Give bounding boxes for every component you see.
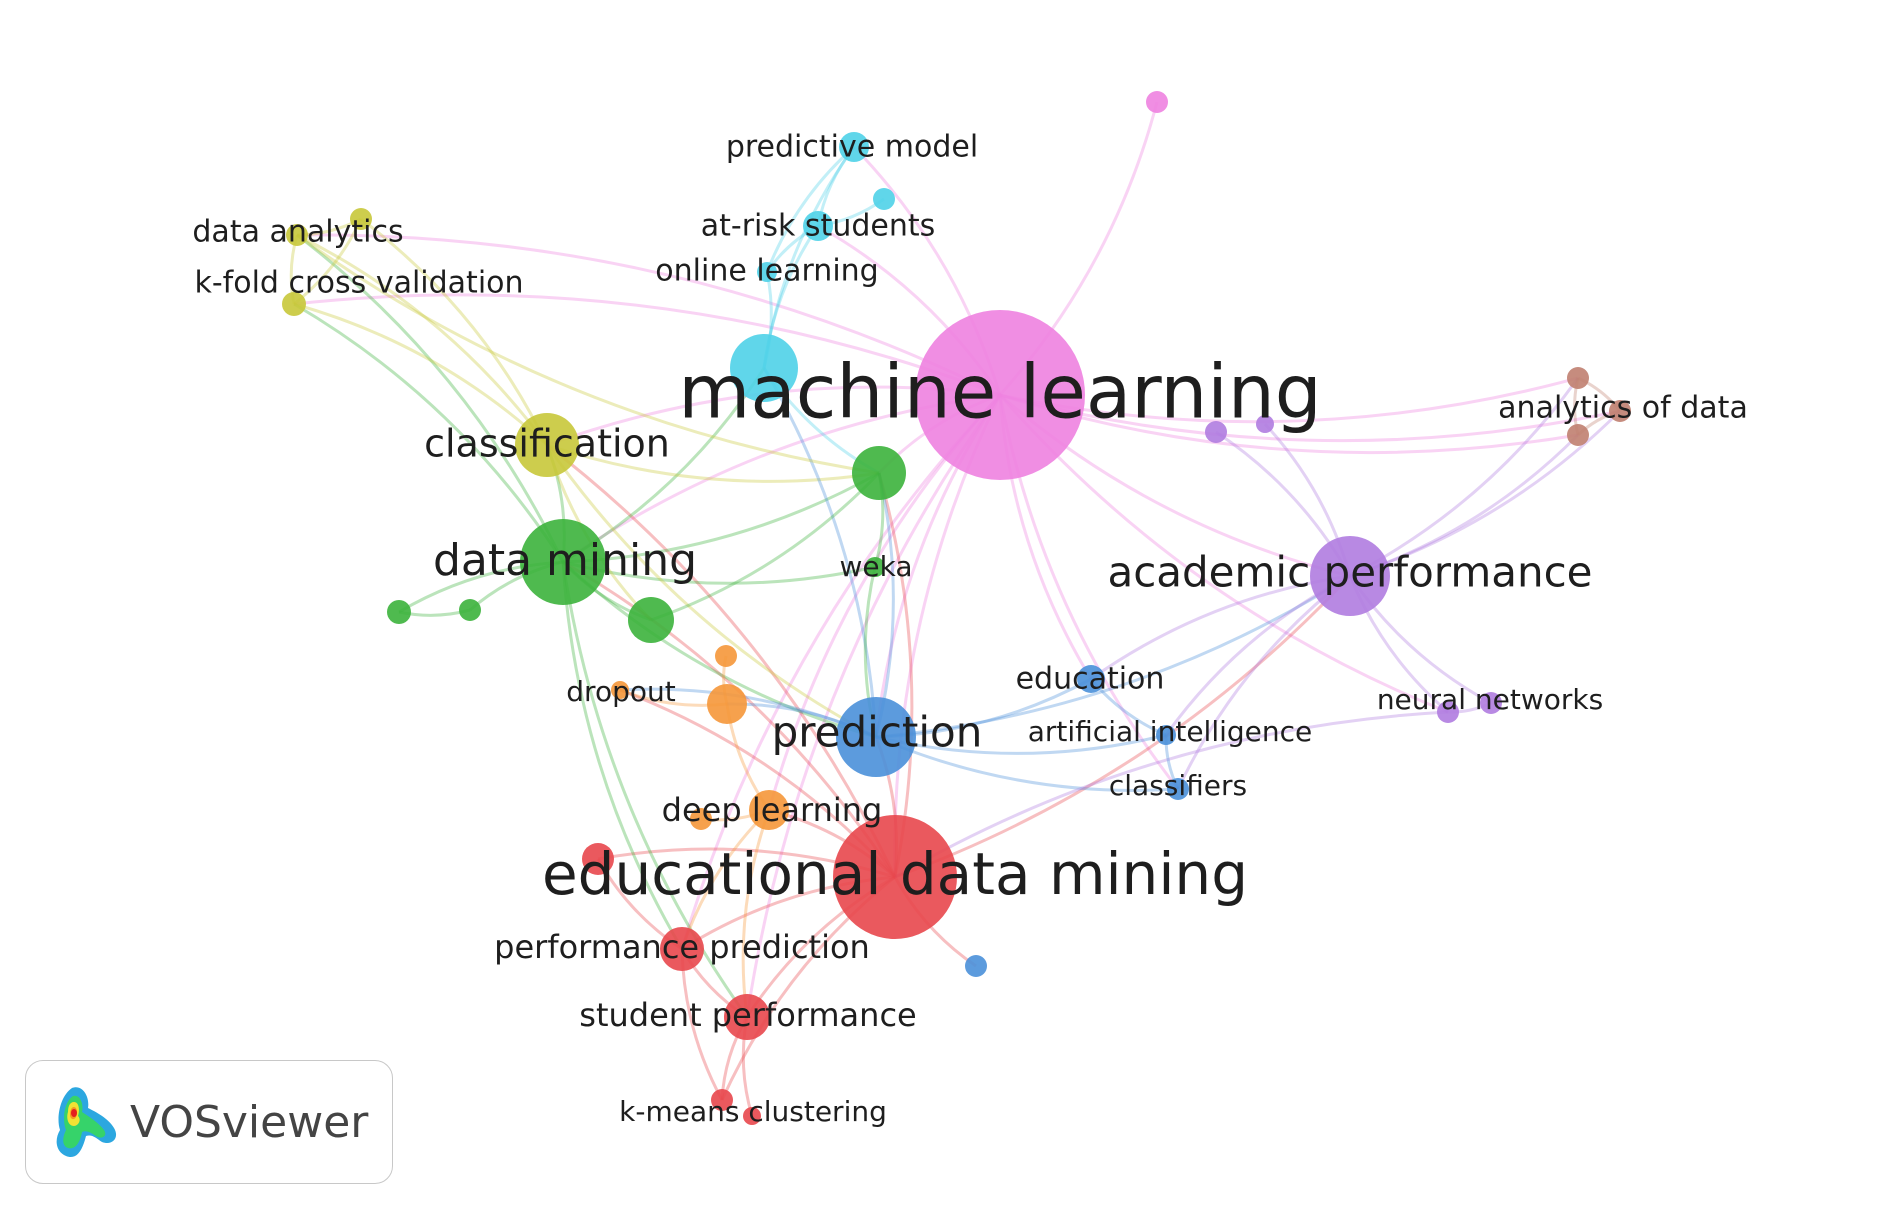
label-predictive-model: predictive model [726,130,978,165]
link-deep-learning-student-performance [741,809,771,1018]
link-educational-data-mining-classification [546,443,897,878]
link-unlabeled-green-mid-unlabeled-green-big [650,471,881,622]
node-unlabeled-green-mid[interactable] [628,597,674,643]
link-classification-unlabeled-green-big [546,443,880,483]
label-education: education [1016,662,1165,697]
label-dropout: dropout [566,675,675,708]
label-online-learning: online learning [655,254,878,289]
link-prediction-unlabeled-cyan-big [762,367,878,738]
node-neural-networks[interactable] [1437,701,1459,723]
node-unlabeled-red-1[interactable] [582,843,614,875]
link-neural-networks-educational-data-mining [894,710,1449,879]
node-unlabeled-purple-3[interactable] [1480,692,1502,714]
node-predictive-model[interactable] [839,132,869,162]
label-deep-learning: deep learning [662,791,883,829]
node-unlabeled-green-left2[interactable] [459,599,481,621]
label-data-mining: data mining [433,535,697,586]
label-data-analytics: data analytics [192,215,403,250]
node-artificial-intelligence[interactable] [1156,725,1176,745]
node-machine-learning[interactable] [915,310,1085,480]
link-prediction-academic-performance [875,574,1351,739]
label-classification: classification [424,422,670,466]
label-machine-learning: machine learning [678,350,1321,436]
node-at-risk-students[interactable] [803,211,833,241]
node-deep-learning[interactable] [749,790,789,830]
node-unlabeled-blue-1[interactable] [965,955,987,977]
link-machine-learning-k-fold-cross-validation [293,293,1001,397]
nodes-layer [282,91,1631,1125]
node-unlabeled-brown-1[interactable] [1567,367,1589,389]
node-unlabeled-brown-2[interactable] [1567,424,1589,446]
link-academic-performance-analytics-of-data [1349,409,1622,578]
node-student-performance[interactable] [724,994,770,1040]
node-unlabeled-pink-top[interactable] [1146,91,1168,113]
node-unlabeled-orange-3[interactable] [690,808,712,830]
link-data-mining-prediction [561,560,877,739]
label-artificial-intelligence: artificial intelligence [1028,715,1313,748]
node-weka[interactable] [865,557,885,577]
link-data-mining-data-analytics [296,233,565,563]
link-classification-data-analytics [296,233,549,446]
link-prediction-classifiers [875,735,1179,792]
node-education[interactable] [1077,665,1105,693]
link-data-mining-unlabeled-green-big [562,471,880,564]
node-unlabeled-orange-2[interactable] [707,684,747,724]
node-unlabeled-red-2[interactable] [743,1107,761,1125]
label-educational-data-mining: educational data mining [542,840,1248,908]
label-academic-performance: academic performance [1107,548,1592,597]
node-unlabeled-cyan-big[interactable] [730,334,798,402]
labels-layer: machine learning educational data mining d… [192,130,1747,1129]
link-academic-performance-classifiers [1176,574,1351,790]
link-machine-learning-performance-prediction [680,393,1002,950]
node-unlabeled-purple-1[interactable] [1205,421,1227,443]
node-performance-prediction[interactable] [660,927,704,971]
label-performance-prediction: performance prediction [494,928,870,966]
node-classifiers[interactable] [1167,778,1189,800]
node-unlabeled-cyan-small[interactable] [873,188,895,210]
link-educational-data-mining-academic-performance [894,574,1352,879]
node-unlabeled-orange-1[interactable] [715,645,737,667]
link-data-analytics-unlabeled-green-big [296,233,880,475]
label-student-performance: student performance [579,996,916,1034]
node-educational-data-mining[interactable] [833,815,957,939]
node-unlabeled-green-big[interactable] [852,446,906,500]
link-data-mining-performance-prediction [561,561,684,950]
node-online-learning[interactable] [757,262,777,282]
link-educational-data-mining-data-mining [562,560,897,878]
node-k-fold-cross-validation[interactable] [282,292,306,316]
label-k-fold-cross-validation: k-fold cross validation [194,266,523,301]
node-unlabeled-yellow-top[interactable] [350,208,372,230]
node-dropout[interactable] [611,681,629,699]
node-data-analytics[interactable] [286,224,308,246]
node-unlabeled-purple-2[interactable] [1256,415,1274,433]
label-analytics-of-data: analytics of data [1498,391,1748,426]
link-classification-k-fold-cross-validation [293,302,549,447]
link-machine-learning-data-analytics [296,233,1001,397]
link-machine-learning-student-performance [745,394,1002,1018]
label-k-means-clustering: k-means clustering [619,1095,887,1128]
label-classifiers: classifiers [1109,769,1247,802]
link-data-mining-k-fold-cross-validation [293,302,565,563]
label-neural-networks: neural networks [1377,683,1603,716]
label-weka: weka [839,550,912,583]
link-data-mining-student-performance [561,561,749,1018]
label-prediction: prediction [772,708,983,757]
link-predictive-model-online-learning [765,145,855,273]
node-analytics-of-data[interactable] [1609,400,1631,422]
label-at-risk-students: at-risk students [701,209,936,244]
link-machine-learning-analytics-of-data [999,393,1621,443]
node-academic-performance[interactable] [1310,536,1390,616]
node-classification[interactable] [515,413,579,477]
vosviewer-logo-text: VOSviewer [130,1096,369,1148]
vosviewer-heatmap-icon [56,1087,117,1158]
links-layer [289,101,1622,1117]
vosviewer-logo: VOSviewer [25,1060,393,1184]
node-prediction[interactable] [836,697,916,777]
link-classification-prediction [545,444,877,739]
link-classification-unlabeled-yellow-top [360,217,549,446]
node-k-means-clustering[interactable] [711,1089,733,1111]
node-data-mining[interactable] [520,519,606,605]
node-unlabeled-green-left1[interactable] [387,600,411,624]
